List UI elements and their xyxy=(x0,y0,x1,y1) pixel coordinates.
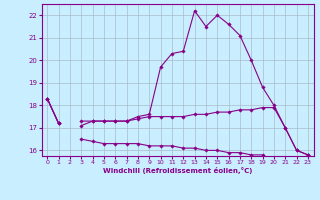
X-axis label: Windchill (Refroidissement éolien,°C): Windchill (Refroidissement éolien,°C) xyxy=(103,167,252,174)
